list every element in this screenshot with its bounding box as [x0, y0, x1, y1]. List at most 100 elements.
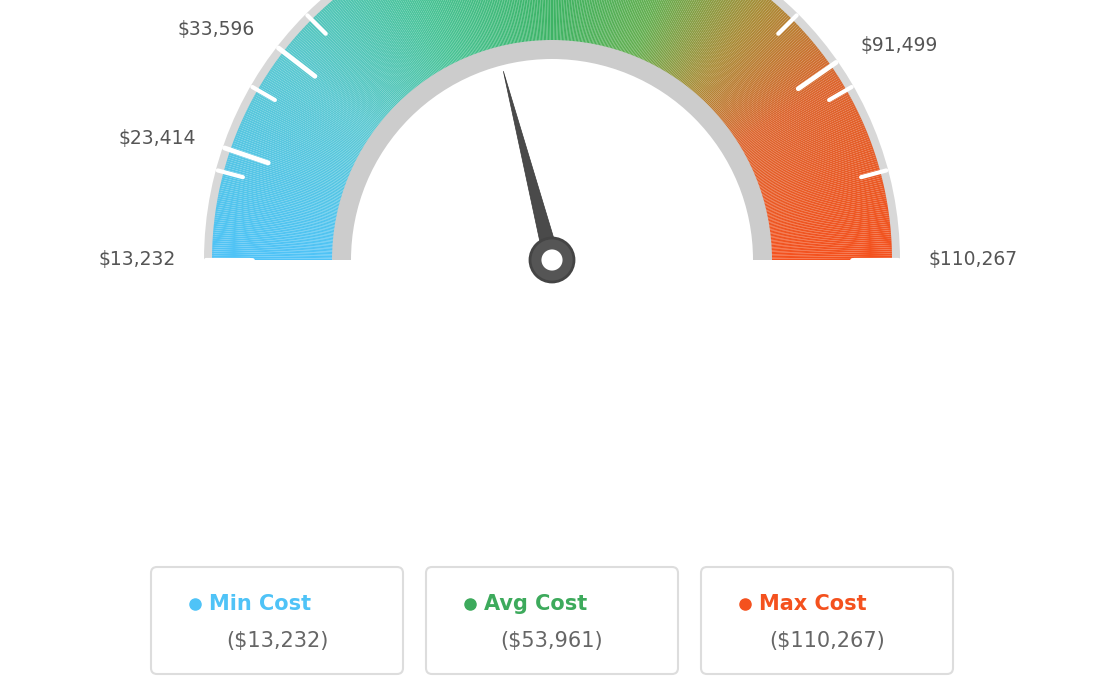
Wedge shape [644, 0, 699, 66]
Wedge shape [566, 0, 577, 46]
Wedge shape [339, 0, 418, 92]
Wedge shape [680, 0, 757, 88]
Wedge shape [535, 0, 542, 46]
FancyBboxPatch shape [701, 567, 953, 674]
Wedge shape [474, 0, 503, 51]
Wedge shape [722, 52, 822, 129]
Wedge shape [747, 119, 862, 172]
Wedge shape [742, 102, 854, 161]
Wedge shape [604, 0, 637, 52]
Wedge shape [731, 70, 836, 141]
Wedge shape [400, 0, 457, 68]
Wedge shape [563, 0, 571, 46]
Wedge shape [715, 40, 813, 122]
Wedge shape [524, 0, 535, 46]
Wedge shape [370, 0, 438, 79]
Wedge shape [216, 203, 340, 225]
Wedge shape [698, 10, 785, 104]
Wedge shape [609, 0, 645, 53]
Wedge shape [626, 0, 671, 59]
Wedge shape [757, 159, 878, 197]
Wedge shape [716, 41, 814, 123]
Wedge shape [649, 0, 709, 69]
Wedge shape [617, 0, 657, 55]
Wedge shape [700, 14, 788, 105]
Wedge shape [415, 0, 467, 63]
Wedge shape [497, 0, 519, 48]
Wedge shape [676, 0, 750, 86]
Wedge shape [383, 0, 446, 74]
Wedge shape [736, 85, 845, 150]
Wedge shape [520, 0, 533, 46]
Wedge shape [588, 0, 612, 48]
Wedge shape [501, 0, 521, 48]
Wedge shape [333, 0, 415, 95]
Wedge shape [298, 32, 393, 117]
Text: ($110,267): ($110,267) [769, 631, 885, 651]
Wedge shape [746, 115, 860, 170]
Wedge shape [220, 184, 342, 213]
Wedge shape [229, 153, 348, 194]
Wedge shape [545, 0, 550, 45]
Wedge shape [765, 215, 890, 233]
Wedge shape [612, 0, 649, 54]
Wedge shape [679, 0, 755, 88]
Wedge shape [221, 181, 342, 212]
Wedge shape [763, 196, 887, 221]
Wedge shape [222, 175, 343, 208]
Wedge shape [554, 0, 559, 45]
Wedge shape [219, 190, 341, 217]
Wedge shape [582, 0, 601, 47]
Wedge shape [576, 0, 593, 46]
Wedge shape [242, 119, 357, 172]
Wedge shape [682, 0, 761, 90]
Wedge shape [749, 121, 863, 173]
Wedge shape [767, 251, 892, 256]
Wedge shape [750, 125, 864, 176]
Wedge shape [342, 0, 421, 91]
Wedge shape [241, 121, 355, 173]
Text: $23,414: $23,414 [119, 129, 197, 148]
Wedge shape [216, 205, 340, 226]
Wedge shape [668, 0, 737, 80]
Wedge shape [765, 209, 889, 229]
Wedge shape [733, 76, 839, 145]
Wedge shape [445, 0, 486, 56]
Wedge shape [596, 0, 624, 50]
Wedge shape [705, 21, 795, 110]
Wedge shape [698, 9, 783, 102]
Wedge shape [710, 29, 803, 115]
Wedge shape [321, 9, 406, 102]
Wedge shape [243, 117, 357, 171]
Wedge shape [212, 254, 337, 257]
Wedge shape [425, 0, 473, 61]
Wedge shape [726, 60, 828, 135]
Wedge shape [265, 76, 371, 145]
Wedge shape [766, 224, 890, 239]
Wedge shape [323, 6, 408, 101]
Wedge shape [364, 0, 435, 81]
Wedge shape [709, 27, 802, 114]
Wedge shape [625, 0, 669, 58]
Wedge shape [611, 0, 647, 54]
Wedge shape [766, 226, 891, 239]
Wedge shape [708, 26, 800, 113]
Wedge shape [255, 92, 365, 155]
Wedge shape [756, 155, 875, 195]
Wedge shape [367, 0, 436, 80]
Wedge shape [734, 79, 841, 147]
Wedge shape [318, 12, 405, 104]
Wedge shape [603, 0, 635, 52]
Wedge shape [216, 201, 340, 224]
Wedge shape [678, 0, 754, 87]
Wedge shape [378, 0, 443, 76]
Wedge shape [665, 0, 732, 78]
Wedge shape [452, 0, 489, 55]
Wedge shape [217, 199, 340, 222]
Wedge shape [246, 110, 359, 166]
Wedge shape [691, 1, 774, 97]
Wedge shape [275, 62, 378, 136]
Wedge shape [417, 0, 468, 63]
Wedge shape [277, 59, 379, 134]
Wedge shape [304, 26, 396, 113]
